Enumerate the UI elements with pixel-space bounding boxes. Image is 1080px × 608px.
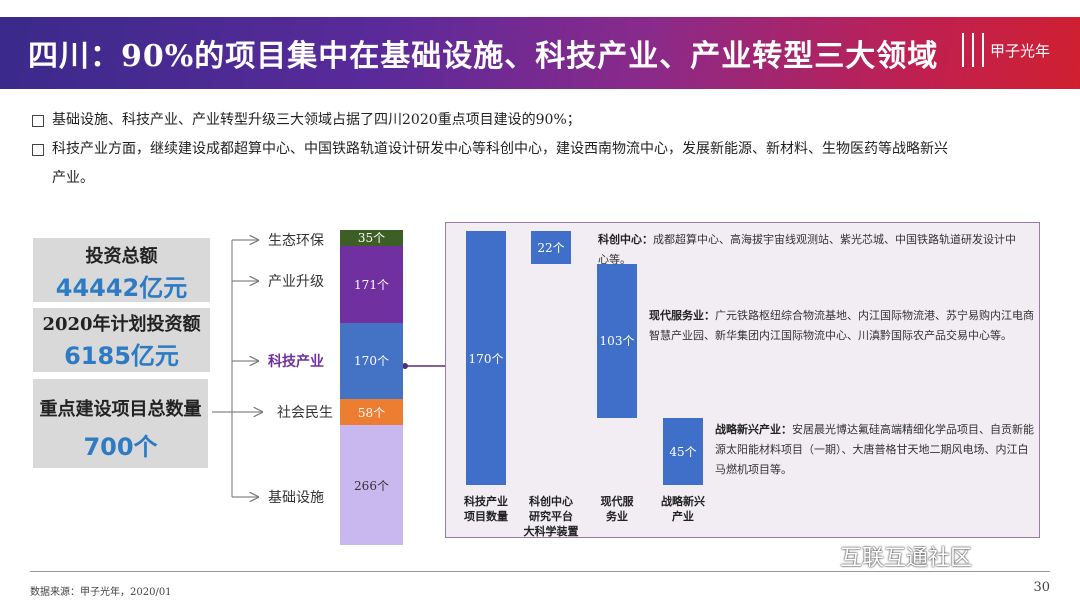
category-label: 基础设施 [268, 490, 324, 506]
kpi-title: 2020年计划投资额 [42, 314, 201, 335]
page-title: 四川：90%的项目集中在基础设施、科技产业、产业转型三大领域 [28, 39, 939, 74]
kpi-title: 重点建设项目总数量 [39, 399, 202, 420]
kpi-title: 投资总额 [85, 246, 158, 267]
data-label: 170个 [468, 351, 504, 366]
bullet-item: 基础设施、科技产业、产业转型升级三大领域占据了四川2020重点项目建设的90%； [32, 106, 1052, 135]
stack-segment-4: 58个 [340, 399, 403, 426]
checkbox-icon [32, 144, 44, 156]
data-source: 数据来源：甲子光年，2020/01 [30, 587, 172, 598]
data-label: 266个 [354, 478, 389, 493]
waterfall-chart [445, 222, 1040, 538]
waterfall-bar-3: 103个 [597, 263, 637, 418]
data-label: 103个 [599, 334, 635, 349]
data-label: 22个 [537, 240, 565, 255]
annotation-head: 战略新兴产业： [715, 423, 792, 436]
title-banner: 四川：90%的项目集中在基础设施、科技产业、产业转型三大领域 甲子光年 [0, 17, 1080, 89]
stack-segment-2: 171个 [340, 245, 403, 323]
kpi-value: 44442亿元 [55, 274, 188, 302]
bullet-text: 基础设施、科技产业、产业转型升级三大领域占据了四川2020重点项目建设的90%； [52, 112, 581, 128]
data-label: 45个 [669, 444, 697, 459]
checkbox-icon [32, 115, 44, 127]
kpi-value: 700个 [83, 433, 158, 461]
bullet-list: 基础设施、科技产业、产业转型升级三大领域占据了四川2020重点项目建设的90%；… [32, 106, 1052, 193]
data-label: 170个 [354, 354, 389, 369]
category-label: 科技产业 [268, 354, 324, 370]
waterfall-bar-4: 45个 [663, 417, 703, 485]
stack-segment-1: 35个 [340, 230, 403, 246]
logo: 甲子光年 [961, 33, 1050, 67]
bullet-text: 科技产业方面，继续建设成都超算中心、中国铁路轨道设计研发中心等科创中心，建设西南… [52, 141, 948, 157]
footer-divider [30, 571, 1050, 572]
page-number: 30 [1033, 580, 1050, 595]
annotation-sci-center: 科创中心：成都超算中心、高海拔宇宙线观测站、紫光芯城、中国铁路轨道研发设计中心等… [598, 230, 1018, 270]
kpi-project-count: 重点建设项目总数量 700个 [33, 379, 208, 468]
category-label: 社会民生 [277, 405, 333, 421]
stack-segment-3: 170个 [340, 322, 403, 400]
kpi-value: 6185亿元 [64, 342, 179, 370]
annotation-head: 科创中心： [598, 233, 653, 246]
annotation-text: 广元铁路枢纽综合物流基地、内江国际物流港、苏宁易购内江电商智慧产业园、新华集团内… [649, 309, 1034, 342]
category-label: 战略新兴 产业 [661, 495, 705, 523]
watermark: 互联互通社区 [840, 546, 973, 571]
stack-segment-5: 266个 [340, 425, 403, 545]
bullet-text-cont: 产业。 [52, 170, 94, 186]
waterfall-bar-1: 170个 [466, 231, 506, 485]
data-label: 35个 [357, 231, 386, 246]
category-label: 科创中心 研究平台 大科学装置 [523, 495, 579, 538]
annotation-emerging: 战略新兴产业：安居晨光博达氟硅高端精细化学品项目、自贡新能源太阳能材料项目（一期… [715, 420, 1037, 480]
data-label: 58个 [357, 405, 386, 420]
annotation-modern-service: 现代服务业：广元铁路枢纽综合物流基地、内江国际物流港、苏宁易购内江电商智慧产业园… [649, 306, 1034, 346]
category-label: 科技产业 项目数量 [464, 495, 508, 523]
logo-text: 甲子光年 [989, 41, 1050, 60]
category-label: 产业升级 [268, 274, 324, 290]
category-label: 生态环保 [268, 233, 324, 249]
annotation-text: 安居晨光博达氟硅高端精细化学品项目、自贡新能源太阳能材料项目（一期）、大唐普格甘… [715, 423, 1034, 476]
category-label: 现代服 务业 [600, 495, 634, 523]
kpi-total-investment: 投资总额 44442亿元 [33, 238, 210, 302]
logo-mark-icon [961, 33, 984, 67]
bullet-item: 科技产业方面，继续建设成都超算中心、中国铁路轨道设计研发中心等科创中心，建设西南… [32, 135, 1052, 164]
data-label: 171个 [354, 277, 389, 292]
annotation-head: 现代服务业： [649, 309, 715, 322]
kpi-plan-investment: 2020年计划投资额 6185亿元 [33, 308, 210, 372]
waterfall-bar-2: 22个 [531, 231, 571, 264]
annotation-text: 成都超算中心、高海拔宇宙线观测站、紫光芯城、中国铁路轨道研发设计中心等。 [598, 233, 1016, 266]
